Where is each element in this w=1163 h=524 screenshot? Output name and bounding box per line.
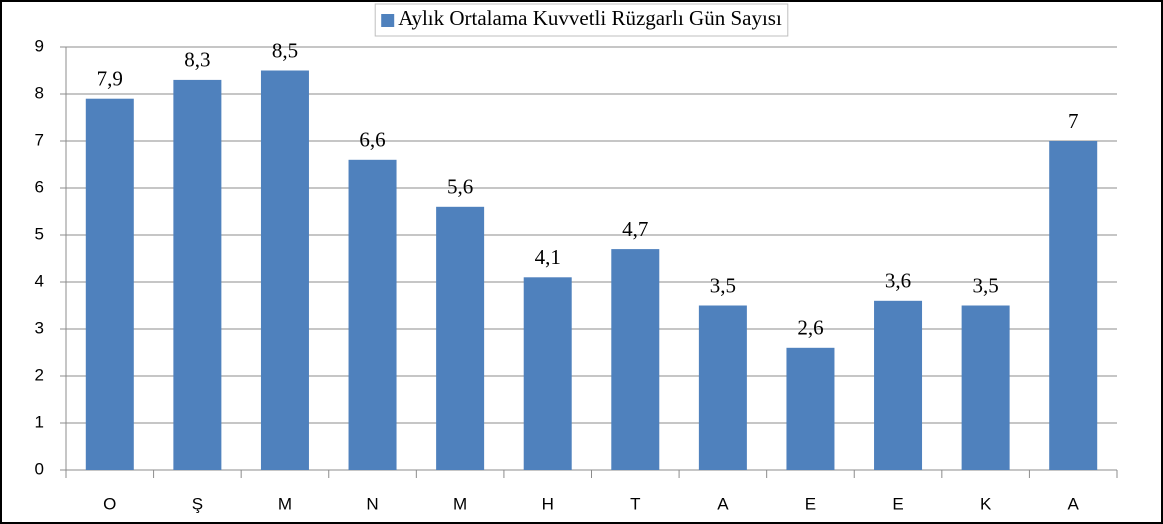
value-label: 5,6 [447,175,473,199]
y-tick-label: 5 [35,224,44,243]
x-tick-label: K [980,494,992,513]
x-tick-label: T [630,494,640,513]
x-tick-label: N [366,494,378,513]
bar [786,347,835,470]
y-tick-label: 7 [35,130,44,149]
bar [1049,141,1098,470]
x-tick-label: Ş [192,494,203,513]
value-label: 8,5 [272,38,298,62]
x-tick-label: H [542,494,554,513]
bar [260,70,309,470]
legend-box [374,3,789,37]
value-label: 2,6 [797,316,823,340]
bar [85,98,134,470]
value-label: 4,1 [535,245,561,269]
x-tick-label: A [1068,494,1080,513]
bar [436,206,485,471]
x-tick-label: M [453,494,467,513]
value-label: 4,7 [622,217,648,241]
bar [611,249,660,470]
value-label: 7 [1068,109,1079,133]
x-tick-label: A [717,494,729,513]
x-tick-label: M [278,494,292,513]
y-tick-label: 3 [35,318,44,337]
y-tick-label: 8 [35,83,44,102]
value-label: 8,3 [184,48,210,72]
y-tick-label: 4 [35,271,44,290]
bar [961,305,1010,470]
x-tick-label: E [892,494,903,513]
y-tick-label: 1 [35,412,44,431]
legend-label: Aylık Ortalama Kuvvetli Rüzgarlı Gün Say… [398,6,782,30]
value-label: 6,6 [359,128,385,152]
x-tick-label: E [805,494,816,513]
value-label: 7,9 [97,67,123,91]
bar [874,300,923,470]
value-label: 3,6 [885,269,911,293]
value-label: 3,5 [710,273,736,297]
y-tick-label: 9 [35,36,44,55]
y-tick-label: 2 [35,365,44,384]
bar [698,305,747,470]
bar [523,277,572,470]
bar [173,79,222,471]
y-tick-label: 0 [35,459,44,478]
legend-swatch [381,14,395,27]
value-label: 3,5 [973,273,999,297]
x-tick-label: O [103,494,116,513]
bar [348,159,397,471]
y-tick-label: 6 [35,177,44,196]
